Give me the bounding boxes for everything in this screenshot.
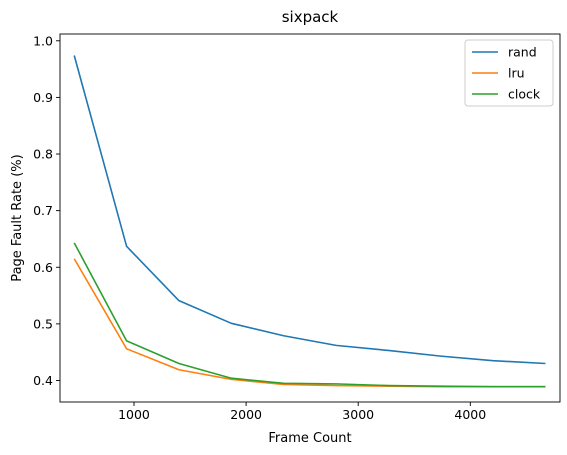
legend-label-rand: rand — [508, 45, 537, 60]
y-tick-label: 0.6 — [33, 260, 53, 275]
legend-label-lru: lru — [508, 66, 525, 81]
y-axis-label: Page Fault Rate (%) — [10, 154, 25, 281]
legend-label-clock: clock — [508, 87, 541, 102]
series-line-rand — [73, 55, 546, 365]
legend: rand lru clock — [464, 39, 554, 107]
y-tick-label: 0.4 — [33, 373, 53, 388]
legend-box — [464, 39, 554, 107]
x-axis-label: Frame Count — [268, 431, 351, 446]
y-tick-label: 0.9 — [33, 90, 53, 105]
x-tick-label: 4000 — [454, 407, 486, 422]
y-tick-label: 0.8 — [33, 147, 53, 162]
series-line-clock — [73, 242, 546, 388]
y-tick-label: 0.5 — [33, 316, 53, 331]
series-line-lru — [73, 258, 546, 388]
axes-frame — [59, 33, 561, 403]
x-tick-label: 3000 — [342, 407, 374, 422]
plot-area — [73, 55, 546, 388]
chart-title: sixpack — [282, 8, 339, 26]
y-tick-label: 0.7 — [33, 203, 53, 218]
axes: 1000 2000 3000 4000 0.4 0.5 0.6 0.7 0.8 0.9 1.0 — [33, 33, 561, 422]
x-tick-label: 1000 — [118, 407, 150, 422]
x-tick-label: 2000 — [230, 407, 262, 422]
y-tick-label: 1.0 — [33, 33, 53, 48]
